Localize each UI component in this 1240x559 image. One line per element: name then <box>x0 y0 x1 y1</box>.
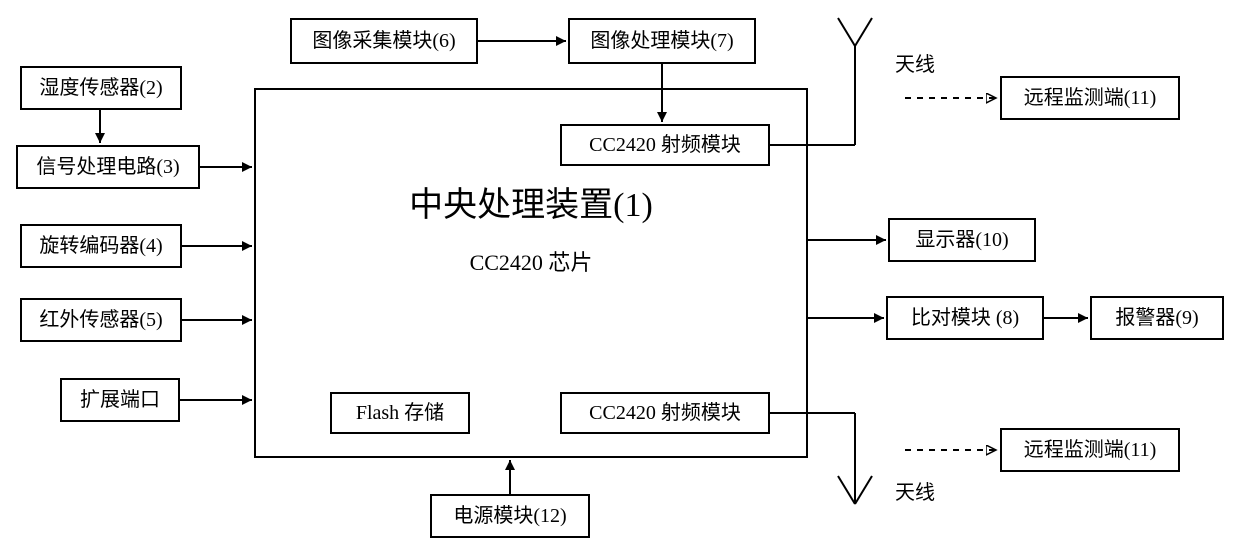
ir-sensor-box: 红外传感器(5) <box>20 298 182 342</box>
cpu-subtitle: CC2420 芯片 <box>256 250 806 276</box>
compare-box: 比对模块 (8) <box>886 296 1044 340</box>
antenna-top-icon <box>838 18 872 145</box>
rf-bottom-label: CC2420 射频模块 <box>589 401 741 425</box>
ir-sensor-label: 红外传感器(5) <box>39 308 162 332</box>
img-process-box: 图像处理模块(7) <box>568 18 756 64</box>
cpu-title: 中央处理装置(1) <box>256 186 806 227</box>
remote-top-box: 远程监测端(11) <box>1000 76 1180 120</box>
antenna-top-label: 天线 <box>895 48 935 77</box>
rf-bottom-box: CC2420 射频模块 <box>560 392 770 434</box>
power-label: 电源模块(12) <box>453 504 566 528</box>
signal-circuit-label: 信号处理电路(3) <box>36 155 179 179</box>
ext-port-label: 扩展端口 <box>80 388 160 412</box>
compare-label: 比对模块 (8) <box>911 306 1019 330</box>
img-capture-label: 图像采集模块(6) <box>312 29 455 53</box>
antenna-bottom-icon <box>838 413 872 504</box>
rotary-encoder-label: 旋转编码器(4) <box>39 234 162 258</box>
antenna-bottom-label: 天线 <box>895 476 935 505</box>
remote-bottom-box: 远程监测端(11) <box>1000 428 1180 472</box>
remote-top-label: 远程监测端(11) <box>1024 86 1157 110</box>
flash-label: Flash 存储 <box>356 401 444 425</box>
flash-box: Flash 存储 <box>330 392 470 434</box>
rf-top-label: CC2420 射频模块 <box>589 133 741 157</box>
rf-top-box: CC2420 射频模块 <box>560 124 770 166</box>
display-box: 显示器(10) <box>888 218 1036 262</box>
signal-circuit-box: 信号处理电路(3) <box>16 145 200 189</box>
remote-bottom-label: 远程监测端(11) <box>1024 438 1157 462</box>
ext-port-box: 扩展端口 <box>60 378 180 422</box>
humidity-sensor-label: 湿度传感器(2) <box>39 76 162 100</box>
alarm-box: 报警器(9) <box>1090 296 1224 340</box>
power-box: 电源模块(12) <box>430 494 590 538</box>
rotary-encoder-box: 旋转编码器(4) <box>20 224 182 268</box>
img-process-label: 图像处理模块(7) <box>590 29 733 53</box>
alarm-label: 报警器(9) <box>1115 306 1198 330</box>
humidity-sensor-box: 湿度传感器(2) <box>20 66 182 110</box>
img-capture-box: 图像采集模块(6) <box>290 18 478 64</box>
display-label: 显示器(10) <box>915 228 1008 252</box>
